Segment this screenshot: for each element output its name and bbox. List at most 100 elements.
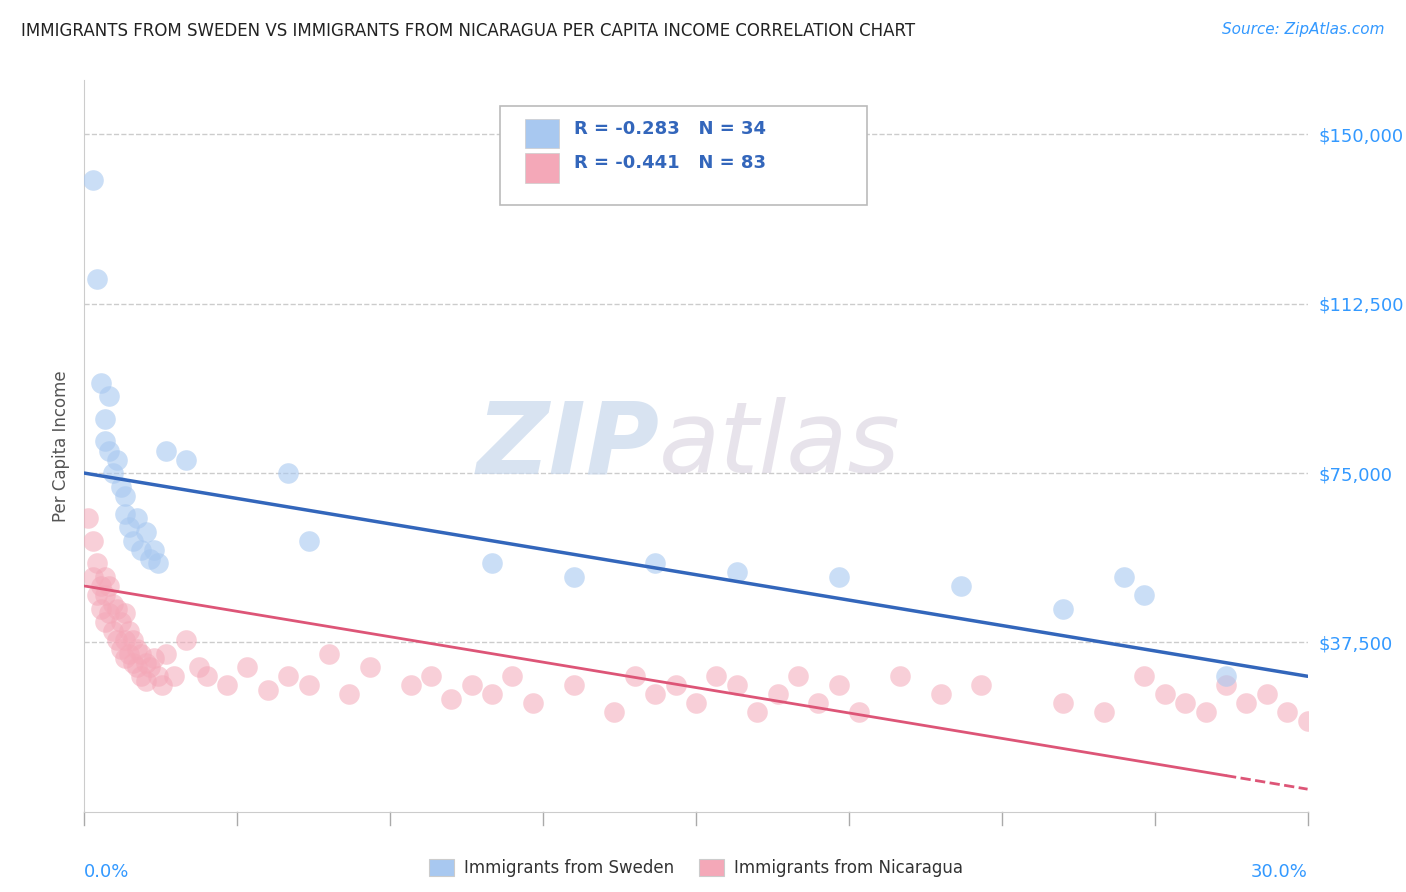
Text: IMMIGRANTS FROM SWEDEN VS IMMIGRANTS FROM NICARAGUA PER CAPITA INCOME CORRELATIO: IMMIGRANTS FROM SWEDEN VS IMMIGRANTS FRO… xyxy=(21,22,915,40)
Point xyxy=(195,669,218,683)
Point xyxy=(1092,706,1115,720)
Text: R = -0.283   N = 34: R = -0.283 N = 34 xyxy=(574,120,766,138)
Point xyxy=(1215,669,1237,683)
Point xyxy=(101,624,124,639)
Y-axis label: Per Capita Income: Per Capita Income xyxy=(52,370,70,522)
Point xyxy=(725,566,748,580)
Point xyxy=(146,557,169,571)
Point xyxy=(77,511,100,525)
Point xyxy=(118,520,141,534)
Point xyxy=(97,389,120,403)
Point xyxy=(685,697,707,711)
Point xyxy=(142,651,165,665)
Text: ZIP: ZIP xyxy=(477,398,659,494)
Point xyxy=(155,647,177,661)
Point xyxy=(82,172,104,186)
Point xyxy=(603,706,626,720)
Point xyxy=(122,533,145,548)
Point xyxy=(562,678,585,692)
Point xyxy=(155,443,177,458)
Point xyxy=(644,687,666,701)
Point xyxy=(86,272,108,286)
Point xyxy=(929,687,952,701)
Point xyxy=(82,570,104,584)
Point xyxy=(114,489,136,503)
Point xyxy=(420,669,443,683)
Point xyxy=(848,706,870,720)
Point xyxy=(90,579,112,593)
Point xyxy=(110,615,132,629)
Point xyxy=(110,642,132,657)
Point xyxy=(97,606,120,620)
Text: Source: ZipAtlas.com: Source: ZipAtlas.com xyxy=(1222,22,1385,37)
Point xyxy=(131,669,153,683)
Point xyxy=(174,452,197,467)
Text: atlas: atlas xyxy=(659,398,901,494)
Point xyxy=(142,542,165,557)
Point xyxy=(665,678,688,692)
Point xyxy=(114,651,136,665)
Point xyxy=(318,647,340,661)
Point xyxy=(1277,706,1299,720)
Point xyxy=(1133,669,1156,683)
Point xyxy=(298,533,321,548)
Point xyxy=(298,678,321,692)
Point xyxy=(118,624,141,639)
Bar xyxy=(524,119,560,148)
Point xyxy=(440,691,463,706)
Point xyxy=(725,678,748,692)
Point xyxy=(522,697,544,711)
Point xyxy=(82,533,104,548)
Point xyxy=(114,507,136,521)
Point xyxy=(339,687,361,701)
Point xyxy=(1195,706,1218,720)
Point xyxy=(174,633,197,648)
Point xyxy=(1154,687,1177,701)
Point xyxy=(277,669,299,683)
Point xyxy=(101,466,124,480)
Point xyxy=(97,443,120,458)
Point xyxy=(1114,570,1136,584)
Point xyxy=(1052,697,1074,711)
Point xyxy=(1256,687,1278,701)
Point xyxy=(1133,588,1156,602)
Point xyxy=(93,570,115,584)
Point xyxy=(101,597,124,611)
Point xyxy=(766,687,789,701)
Point xyxy=(127,642,149,657)
Point xyxy=(889,669,911,683)
Point xyxy=(105,633,128,648)
Point xyxy=(807,697,830,711)
Point xyxy=(461,678,484,692)
Point xyxy=(644,557,666,571)
Point xyxy=(127,660,149,674)
Point xyxy=(399,678,422,692)
Text: R = -0.441   N = 83: R = -0.441 N = 83 xyxy=(574,154,766,172)
Point xyxy=(828,678,851,692)
Point xyxy=(163,669,186,683)
Point xyxy=(93,434,115,449)
Point xyxy=(93,588,115,602)
Point xyxy=(1296,714,1319,729)
Point xyxy=(138,660,160,674)
Point xyxy=(86,588,108,602)
Point xyxy=(146,669,169,683)
Point xyxy=(97,579,120,593)
Point xyxy=(138,552,160,566)
Point xyxy=(135,656,157,670)
Point xyxy=(135,673,157,688)
Point xyxy=(277,466,299,480)
Point xyxy=(114,633,136,648)
Point xyxy=(1052,601,1074,615)
Point xyxy=(706,669,728,683)
Point xyxy=(122,633,145,648)
Point xyxy=(828,570,851,584)
Point xyxy=(105,452,128,467)
Point xyxy=(93,615,115,629)
Point xyxy=(787,669,810,683)
Point xyxy=(359,660,381,674)
Point xyxy=(502,669,524,683)
Text: 30.0%: 30.0% xyxy=(1251,863,1308,881)
Point xyxy=(217,678,239,692)
Point xyxy=(970,678,993,692)
